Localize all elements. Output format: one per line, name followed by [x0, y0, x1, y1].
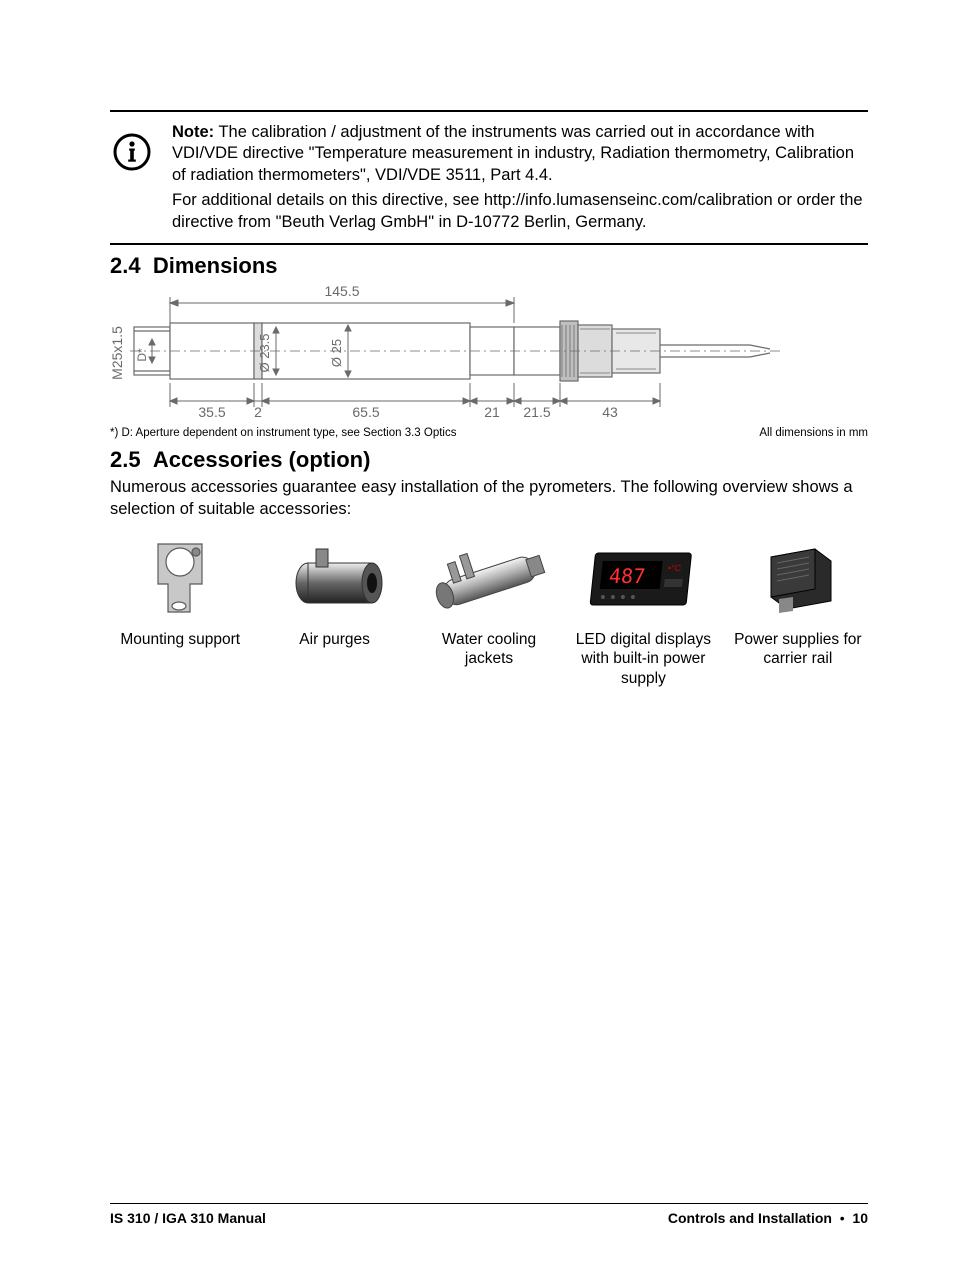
power-supply-icon: [753, 534, 843, 624]
heading-24-title: Dimensions: [153, 253, 278, 278]
note-para1: The calibration / adjustment of the inst…: [172, 123, 854, 184]
acc-label-0: Mounting support: [120, 630, 240, 649]
heading-25-title: Accessories (option): [153, 447, 371, 472]
acc-power-supply: Power supplies for carrier rail: [728, 534, 868, 688]
rule-top: [110, 110, 868, 112]
note-block: Note: The calibration / adjustment of th…: [110, 118, 868, 237]
led-display-icon: 487 •°C: [583, 534, 703, 624]
acc-air-purges: Air purges: [264, 534, 404, 688]
note-para2: For additional details on this directive…: [172, 190, 868, 233]
acc-led-display: 487 •°C LED digital displays with built-…: [573, 534, 713, 688]
accessories-row: Mounting support: [110, 534, 868, 688]
dim-s4: 21: [484, 404, 500, 420]
mounting-support-icon: [140, 534, 220, 624]
dim-s5: 21.5: [523, 404, 550, 420]
footnote-left: *) D: Aperture dependent on instrument t…: [110, 427, 456, 439]
footer-section: Controls and Installation: [668, 1210, 832, 1226]
footnote-right: All dimensions in mm: [759, 427, 868, 439]
page: Note: The calibration / adjustment of th…: [0, 0, 954, 1270]
page-footer: IS 310 / IGA 310 Manual Controls and Ins…: [110, 1203, 868, 1226]
dim-overall: 145.5: [324, 283, 359, 299]
acc-label-4: Power supplies for carrier rail: [728, 630, 868, 669]
dim-s1: 35.5: [198, 404, 225, 420]
acc-water-cooling: Water cooling jackets: [419, 534, 559, 688]
dim-s3: 65.5: [352, 404, 379, 420]
acc-label-3: LED digital displays with built-in power…: [573, 630, 713, 688]
diagram-caption-row: *) D: Aperture dependent on instrument t…: [110, 427, 868, 439]
dim-aperture: D*: [135, 348, 149, 362]
dim-d1: Ø 23.5: [257, 334, 272, 373]
accessories-intro: Numerous accessories guarantee easy inst…: [110, 477, 868, 520]
heading-24: 2.4 Dimensions: [110, 253, 868, 279]
dimensions-diagram: 145.5 M25x1.5: [110, 283, 868, 423]
air-purges-icon: [280, 534, 390, 624]
info-icon: [110, 122, 154, 172]
heading-25-num: 2.5: [110, 447, 141, 472]
note-label: Note:: [172, 123, 214, 141]
dim-thread: M25x1.5: [110, 326, 125, 380]
heading-25: 2.5 Accessories (option): [110, 447, 868, 473]
footer-right: Controls and Installation • 10: [668, 1210, 868, 1226]
heading-24-num: 2.4: [110, 253, 141, 278]
dim-s6: 43: [602, 404, 618, 420]
rule-bottom: [110, 243, 868, 245]
acc-label-1: Air purges: [299, 630, 370, 649]
note-text: Note: The calibration / adjustment of th…: [172, 122, 868, 233]
acc-label-2: Water cooling jackets: [419, 630, 559, 669]
dim-s2: 2: [254, 404, 262, 420]
svg-text:•°C: •°C: [668, 563, 683, 573]
dim-d2: Ø 25: [329, 339, 344, 367]
footer-rule: [110, 1203, 868, 1204]
acc-mounting-support: Mounting support: [110, 534, 250, 688]
footer-left: IS 310 / IGA 310 Manual: [110, 1210, 266, 1226]
svg-text:487: 487: [608, 564, 647, 588]
water-cooling-icon: [424, 534, 554, 624]
footer-page: 10: [852, 1210, 868, 1226]
